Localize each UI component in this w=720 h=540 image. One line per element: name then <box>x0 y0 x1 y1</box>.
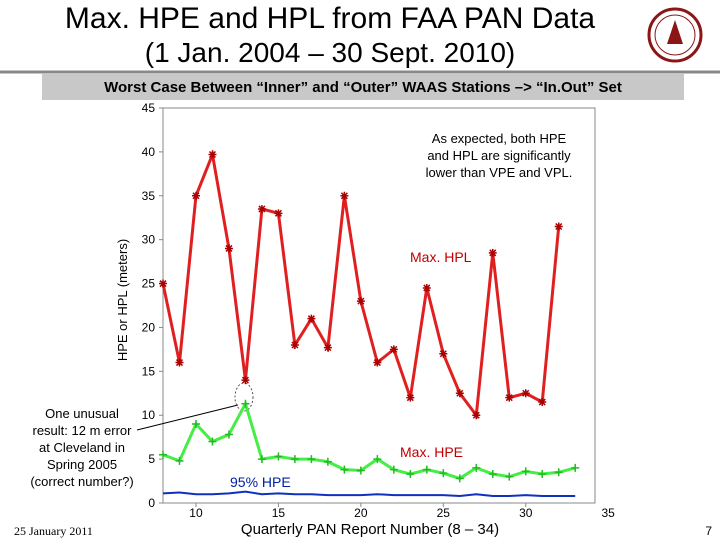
marker <box>455 474 464 483</box>
marker <box>389 345 398 354</box>
marker <box>439 349 448 358</box>
marker <box>191 191 200 200</box>
marker <box>175 456 184 465</box>
marker <box>488 470 497 479</box>
series-line <box>162 399 576 481</box>
marker <box>571 463 580 472</box>
subtitle: Worst Case Between “Inner” and “Outer” W… <box>104 79 622 96</box>
marker <box>472 463 481 472</box>
marker <box>224 244 233 253</box>
x-tick-label: 20 <box>354 506 368 520</box>
highlight <box>234 382 254 412</box>
marker <box>356 466 365 475</box>
marker <box>521 389 530 398</box>
marker <box>406 470 415 479</box>
marker <box>554 222 563 231</box>
marker <box>257 204 266 213</box>
series-line <box>161 149 561 420</box>
marker <box>340 465 349 474</box>
marker <box>422 283 431 292</box>
y-axis-label: HPE or HPL (meters) <box>115 239 130 361</box>
series-label: Max. HPE <box>400 444 463 460</box>
pointer <box>136 404 239 431</box>
marker <box>406 393 415 402</box>
footer-date: 25 January 2011 <box>14 524 93 538</box>
x-tick-label: 30 <box>519 506 533 520</box>
page-number: 7 <box>705 524 712 538</box>
marker <box>208 150 217 159</box>
marker <box>373 358 382 367</box>
series-label: Max. HPL <box>410 249 472 265</box>
marker <box>274 452 283 461</box>
y-tick-label: 10 <box>142 408 156 422</box>
marker <box>538 470 547 479</box>
annotation: As expected, both HPE and HPL are signif… <box>425 130 573 181</box>
y-tick-label: 15 <box>142 364 156 378</box>
subtitle-band <box>42 74 684 100</box>
marker <box>505 393 514 402</box>
logo <box>647 7 703 63</box>
marker <box>274 209 283 218</box>
marker <box>208 437 217 446</box>
marker <box>241 376 250 385</box>
marker <box>340 191 349 200</box>
y-tick-label: 30 <box>142 233 156 247</box>
marker <box>439 469 448 478</box>
marker <box>191 420 200 428</box>
x-tick-label: 35 <box>602 506 616 520</box>
marker <box>422 465 431 474</box>
marker <box>175 358 184 367</box>
marker <box>488 248 497 257</box>
x-tick-label: 25 <box>437 506 451 520</box>
marker <box>323 457 332 466</box>
marker <box>257 455 266 464</box>
marker <box>505 472 514 481</box>
marker <box>538 398 547 407</box>
x-tick-label: 15 <box>272 506 286 520</box>
marker <box>472 411 481 420</box>
marker <box>373 455 382 464</box>
y-tick-label: 25 <box>142 277 156 291</box>
title: Max. HPE and HPL from FAA PAN Data <box>65 2 596 35</box>
marker <box>323 343 332 352</box>
y-tick-label: 35 <box>142 189 156 203</box>
marker <box>159 450 167 459</box>
marker <box>389 465 398 474</box>
marker <box>159 279 167 288</box>
marker <box>290 455 299 464</box>
marker <box>224 430 233 439</box>
y-tick-label: 0 <box>148 496 155 510</box>
plot-frame <box>162 107 596 504</box>
x-axis-label: Quarterly PAN Report Number (8 – 34) <box>241 521 499 538</box>
y-tick-label: 40 <box>142 145 156 159</box>
series-label: 95% HPE <box>230 474 291 490</box>
x-tick-label: 10 <box>189 506 203 520</box>
marker <box>455 389 464 398</box>
marker <box>356 297 365 306</box>
marker <box>554 468 563 477</box>
y-tick-label: 20 <box>142 320 156 334</box>
marker <box>307 314 316 323</box>
series-line <box>162 490 576 497</box>
marker <box>521 467 530 476</box>
marker <box>241 399 250 408</box>
marker <box>290 341 299 349</box>
title: (1 Jan. 2004 – 30 Sept. 2010) <box>145 37 516 68</box>
annotation: One unusual result: 12 m error at Clevel… <box>28 405 136 490</box>
y-tick-label: 5 <box>148 452 155 466</box>
marker <box>307 455 316 464</box>
y-tick-label: 45 <box>142 101 156 115</box>
